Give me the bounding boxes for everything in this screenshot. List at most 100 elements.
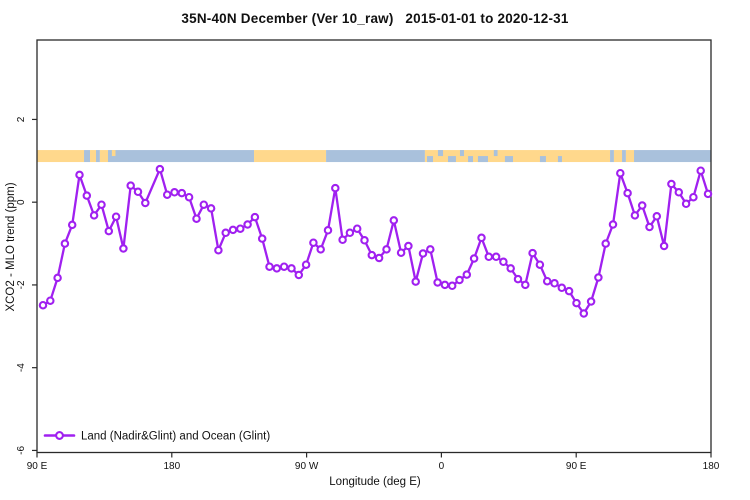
data-point	[404, 241, 413, 251]
data-point	[513, 274, 523, 284]
map-strip-land-segment	[625, 150, 635, 163]
legend-label: Land (Nadir&Glint) and Ocean (Glint)	[81, 431, 270, 443]
data-point	[272, 264, 282, 273]
data-point	[469, 254, 479, 263]
data-point	[374, 253, 384, 263]
data-point	[477, 233, 486, 243]
data-point	[155, 164, 165, 174]
data-point	[447, 281, 457, 291]
data-point	[257, 234, 267, 243]
data-point	[396, 248, 406, 257]
data-point	[38, 300, 48, 310]
x-tick-label: 180	[163, 461, 180, 472]
map-strip-ocean-segment	[326, 150, 425, 163]
map-strip-land-patch	[111, 150, 116, 157]
data-point	[491, 252, 501, 262]
data-point	[367, 250, 377, 260]
legend: Land (Nadir&Glint) and Ocean (Glint)	[43, 431, 270, 443]
data-point	[331, 183, 340, 193]
y-tick-label: -6	[16, 446, 27, 455]
y-tick-label: 2	[16, 116, 27, 122]
y-axis-ticks: 2 0 -2 -4 -6	[16, 116, 37, 455]
data-point	[681, 199, 691, 209]
data-point	[236, 224, 245, 233]
data-point	[250, 212, 260, 222]
map-strip-ocean-segment	[107, 150, 255, 163]
data-point	[462, 270, 472, 279]
legend-marker-icon	[55, 431, 64, 440]
data-point	[141, 198, 150, 208]
map-strip	[37, 150, 711, 163]
data-point	[89, 211, 99, 220]
data-point	[177, 188, 187, 198]
data-point	[616, 168, 625, 178]
data-point	[426, 245, 435, 254]
data-point	[433, 278, 442, 287]
map-strip-ocean-segment	[84, 150, 91, 163]
data-point	[133, 187, 143, 197]
x-axis-label: Longitude (deg E)	[329, 476, 421, 488]
data-point	[338, 235, 347, 245]
data-point	[594, 273, 603, 282]
map-strip-ocean-patch	[493, 150, 498, 157]
data-point	[696, 166, 705, 175]
data-point	[608, 220, 618, 229]
data-point	[703, 189, 713, 199]
map-strip-land-segment	[424, 150, 611, 163]
data-point	[528, 248, 537, 258]
data-point	[521, 280, 530, 290]
data-point	[659, 241, 669, 251]
data-point	[535, 260, 545, 269]
data-point	[82, 191, 92, 200]
data-point	[645, 222, 654, 232]
data-point	[126, 181, 135, 190]
data-point	[192, 214, 201, 223]
data-point	[506, 264, 515, 273]
map-strip-land-segment	[254, 150, 327, 163]
map-strip-ocean-segment	[610, 150, 614, 163]
data-point	[206, 204, 216, 213]
data-point	[60, 239, 70, 248]
data-point	[97, 200, 106, 209]
y-tick-label: 0	[16, 199, 27, 205]
data-point	[228, 225, 238, 235]
data-point	[162, 190, 172, 199]
map-strip-ocean-patch	[447, 156, 456, 163]
data-point	[360, 236, 369, 245]
data-point	[345, 228, 355, 238]
map-strip-ocean-segment	[634, 150, 711, 163]
data-point	[550, 279, 559, 288]
data-point	[652, 212, 662, 221]
map-strip-ocean-patch	[477, 156, 488, 163]
chart-title: 35N-40N December (Ver 10_raw) 2015-01-01…	[181, 11, 569, 26]
map-strip-ocean-segment	[96, 150, 100, 163]
x-tick-label: 90 E	[566, 461, 587, 472]
data-point	[440, 280, 450, 290]
data-point	[630, 211, 640, 220]
data-series	[38, 164, 713, 318]
data-point	[579, 309, 589, 318]
map-strip-land-segment	[37, 150, 85, 163]
data-point	[243, 220, 252, 229]
x-tick-label: 90 W	[295, 461, 319, 472]
data-point	[214, 245, 223, 255]
data-point	[586, 297, 596, 306]
data-point	[674, 188, 684, 197]
x-tick-label: 180	[703, 461, 720, 472]
x-tick-label: 90 E	[27, 461, 48, 472]
data-point	[601, 239, 610, 248]
data-point	[323, 226, 333, 235]
data-point	[623, 188, 632, 198]
plot-border	[36, 39, 712, 454]
map-strip-ocean-patch	[459, 150, 465, 157]
data-point	[301, 260, 311, 269]
map-strip-ocean-patch	[437, 150, 444, 157]
map-strip-land-segment	[99, 150, 108, 163]
data-point	[46, 296, 55, 305]
data-point	[455, 275, 464, 285]
data-point	[294, 270, 304, 280]
data-point	[75, 170, 84, 180]
data-point	[184, 192, 194, 202]
